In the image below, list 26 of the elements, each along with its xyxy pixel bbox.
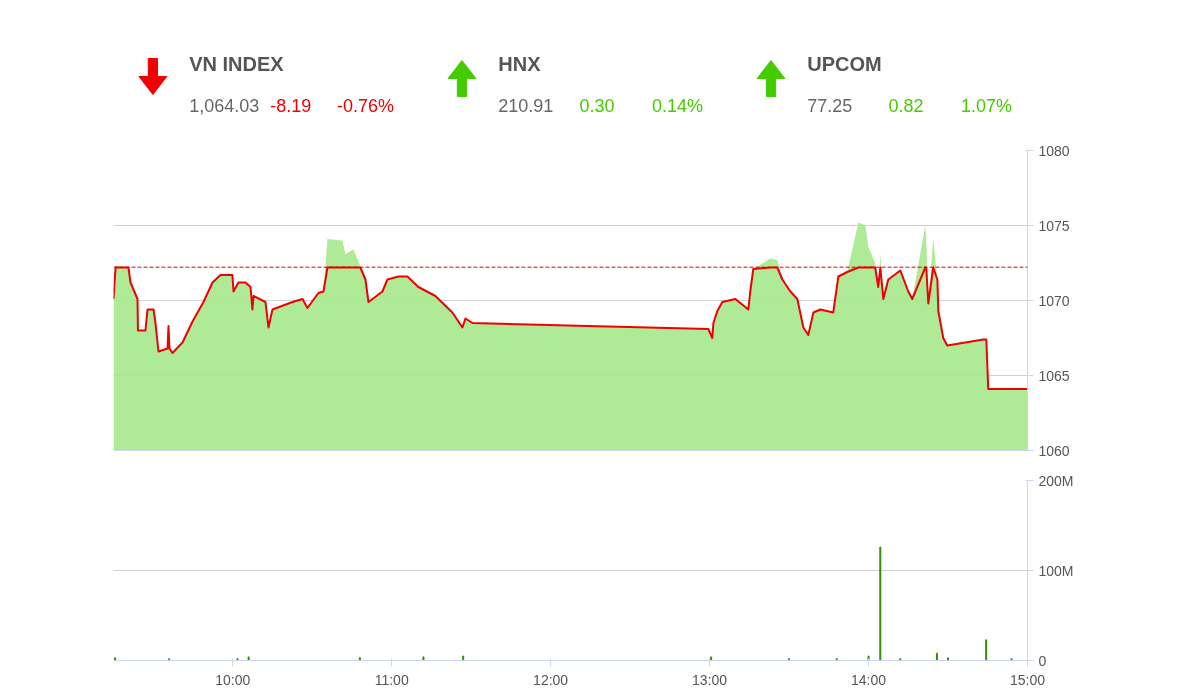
data-label: 0.82 [888,96,924,116]
y-tick-label: 1070 [1038,292,1070,309]
text: 77.25 [807,96,853,116]
x-tick-label: 12:00 [533,671,569,688]
y-tick-label: 0 [1038,652,1047,669]
y-tick-label: 100M [1038,562,1074,579]
text: 1.07% [961,95,1013,116]
text: 210.91 [498,96,554,116]
y-tick-label: 1060 [1038,442,1070,459]
x-tick-label: 10:00 [215,671,251,688]
x-tick-label: 13:00 [692,671,728,688]
category-label: HNX [498,52,542,75]
x-tick-label: 14:00 [851,671,887,688]
y-tick-label: 1080 [1038,142,1070,159]
category-label: UPCOM [807,52,882,75]
data-label: -8.19 [270,96,312,116]
text: -0.76% [336,95,394,116]
y-tick-label: 200M [1038,472,1074,489]
text: 0.14% [651,95,704,116]
category-label: VN INDEX [189,52,285,75]
text: 1,064.03 [189,96,260,116]
x-tick-label: 15:00 [1009,671,1046,688]
data-label: 0.30 [579,96,615,116]
y-tick-label: 1065 [1038,367,1070,384]
x-tick-label: 11:00 [374,671,409,688]
y-tick-label: 1075 [1038,217,1070,234]
